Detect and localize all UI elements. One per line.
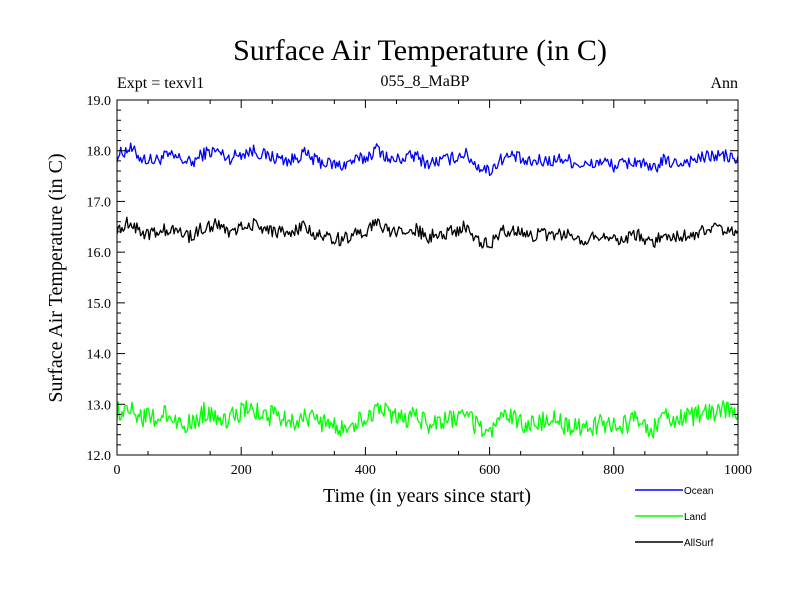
x-axis-label: Time (in years since start) <box>323 485 531 507</box>
plot-frame <box>116 99 739 456</box>
series-line-land <box>116 400 739 439</box>
expt-label: Expt = texvl1 <box>117 75 204 92</box>
legend-label-ocean: Ocean <box>684 486 713 497</box>
x-tick-label-0: 0 <box>114 463 121 478</box>
y-tick-label-18: 18.0 <box>87 145 112 160</box>
y-axis-label: Surface Air Temperature (in C) <box>45 153 67 402</box>
series-line-allsurf <box>116 216 739 249</box>
y-tick-label-17: 17.0 <box>87 195 112 210</box>
ticks-layer: 0 200 400 600 800 1000 12.0 13.0 14.0 15.0 16.0 17.… <box>87 94 753 478</box>
series-line-ocean <box>116 142 739 177</box>
series-layer <box>116 142 739 439</box>
x-tick-label-200: 200 <box>231 463 252 478</box>
legend-label-allsurf: AllSurf <box>684 538 714 549</box>
y-tick-label-19: 19.0 <box>87 94 112 109</box>
y-tick-label-12: 12.0 <box>87 449 112 464</box>
x-tick-label-800: 800 <box>603 463 624 478</box>
y-tick-label-14: 14.0 <box>87 348 112 363</box>
chart-subtitle: 055_8_MaBP <box>381 73 470 90</box>
season-label: Ann <box>710 75 738 92</box>
y-tick-label-13: 13.0 <box>87 398 112 413</box>
y-tick-label-15: 15.0 <box>87 297 112 312</box>
legend-label-land: Land <box>684 512 706 523</box>
y-tick-label-16: 16.0 <box>87 246 112 261</box>
legend: Ocean Land AllSurf <box>635 486 714 549</box>
x-tick-label-1000: 1000 <box>724 463 752 478</box>
chart-title: Surface Air Temperature (in C) <box>233 34 607 67</box>
x-tick-label-600: 600 <box>479 463 500 478</box>
x-tick-label-400: 400 <box>355 463 376 478</box>
